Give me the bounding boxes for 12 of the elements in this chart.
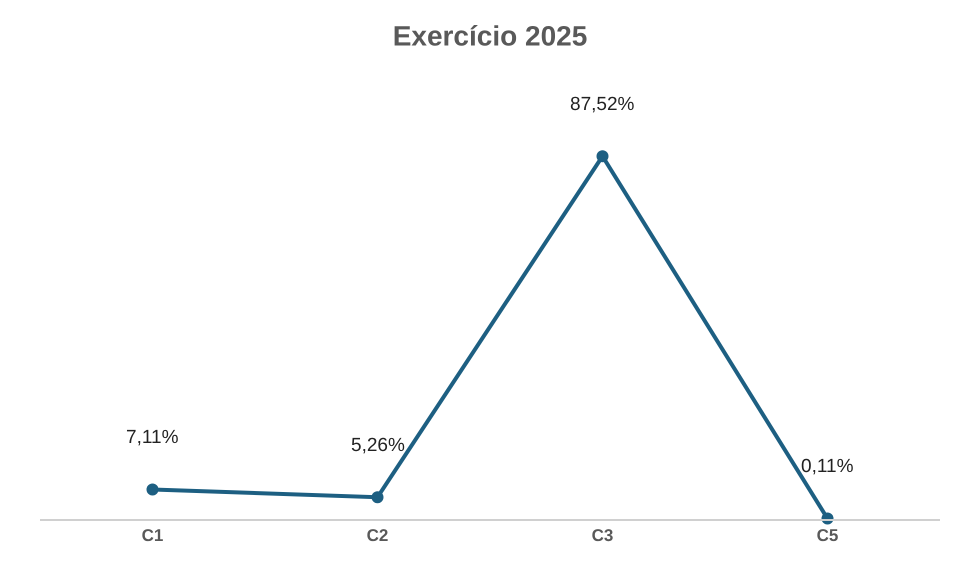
x-tick-label: C2 <box>366 526 388 546</box>
data-label: 87,52% <box>570 94 635 115</box>
x-tick-label: C1 <box>142 526 164 546</box>
point <box>596 150 608 162</box>
x-tick-label: C3 <box>592 526 614 546</box>
chart-title: Exercício 2025 <box>392 20 588 52</box>
point <box>146 484 158 496</box>
point <box>372 491 384 504</box>
data-label: 7,11% <box>126 427 179 448</box>
data-label: 0,11% <box>801 456 854 477</box>
x-tick-label: C5 <box>816 526 838 546</box>
data-label: 5,26% <box>351 435 405 456</box>
